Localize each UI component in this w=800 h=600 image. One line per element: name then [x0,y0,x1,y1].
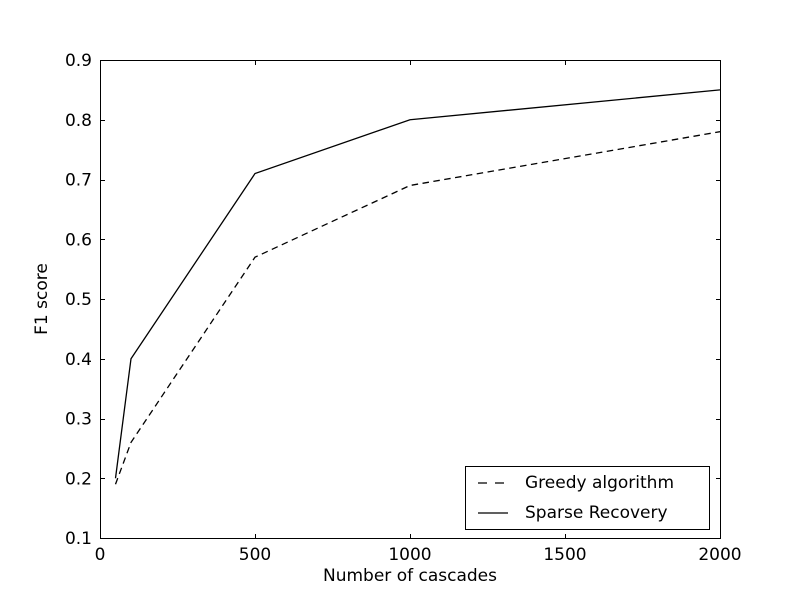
dashed-line-icon [478,482,508,484]
y-tick-label: 0.4 [65,350,92,370]
x-tick-label: 0 [95,545,106,565]
y-tick-label: 0.6 [65,230,92,250]
legend: Greedy algorithm Sparse Recovery [465,466,710,530]
solid-line-icon [478,512,508,514]
legend-label-sparse-recovery: Sparse Recovery [525,502,668,523]
legend-row: Greedy algorithm [466,470,709,496]
y-tick-label: 0.3 [65,410,92,430]
y-tick-label: 0.9 [65,51,92,71]
y-tick-label: 0.7 [65,171,92,191]
series-greedy-algorithm-line [114,131,721,485]
y-tick-label: 0.5 [65,290,92,310]
x-tick-label: 2000 [698,545,741,565]
x-tick-label: 1000 [388,545,431,565]
series-sparse-recovery-line [114,89,721,479]
legend-row: Sparse Recovery [466,500,709,526]
x-tick-label: 500 [239,545,271,565]
x-axis-label: Number of cascades [323,566,497,586]
x-tick-label: 1500 [543,545,586,565]
y-tick-label: 0.8 [65,111,92,131]
y-tick-label: 0.2 [65,469,92,489]
y-axis-label: F1 score [32,263,52,335]
legend-label-greedy-algorithm: Greedy algorithm [525,473,675,494]
y-tick-label: 0.1 [65,529,92,549]
axes-frame [100,60,721,539]
